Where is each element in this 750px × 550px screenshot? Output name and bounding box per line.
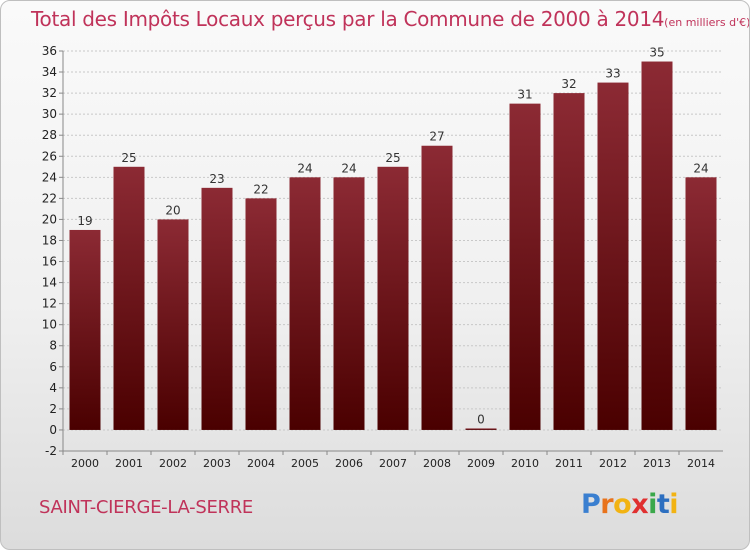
logo-letter: r	[600, 489, 614, 520]
data-label: 25	[121, 151, 136, 165]
bar-2008	[421, 145, 453, 430]
data-label: 25	[385, 151, 400, 165]
y-tick-label: 14	[42, 276, 57, 290]
y-tick-label: -2	[45, 444, 57, 458]
y-tick-label: 18	[42, 233, 57, 247]
x-tick-label: 2007	[379, 457, 407, 470]
x-tick-label: 2005	[291, 457, 319, 470]
bar-2000	[69, 229, 101, 430]
logo-letter: P	[581, 489, 601, 520]
commune-name: SAINT-CIERGE-LA-SERRE	[39, 497, 253, 518]
data-label: 24	[341, 161, 356, 175]
x-tick-label: 2009	[467, 457, 495, 470]
x-tick-label: 2014	[687, 457, 715, 470]
data-label: 27	[429, 130, 444, 144]
bar-2009	[465, 428, 497, 430]
logo-letter: i	[648, 489, 657, 520]
data-label: 33	[605, 67, 620, 81]
y-tick-label: 24	[42, 170, 57, 184]
y-tick-label: 2	[49, 402, 57, 416]
bar-2010	[509, 103, 541, 430]
bar-2005	[289, 177, 321, 430]
data-label: 23	[209, 172, 224, 186]
bars	[69, 61, 717, 430]
data-label: 24	[297, 161, 312, 175]
data-labels: 19 25 20 23 22 24 24 25 27 0 31 32 33 35 24	[77, 46, 708, 427]
y-tick-label: 8	[49, 339, 57, 353]
bar-2012	[597, 82, 629, 430]
y-tick-label: 16	[42, 255, 57, 269]
x-tick-label: 2006	[335, 457, 363, 470]
x-tick-label: 2008	[423, 457, 451, 470]
x-tick-label: 2011	[555, 457, 583, 470]
bar-2006	[333, 177, 365, 430]
data-label: 31	[517, 88, 532, 102]
chart-title-text: Total des Impôts Locaux perçus par la Co…	[31, 7, 665, 31]
logo-letter: x	[631, 489, 649, 520]
y-tick-label: 36	[42, 44, 57, 58]
data-label: 0	[477, 412, 485, 426]
data-label: 22	[253, 182, 268, 196]
x-tick-label: 2010	[511, 457, 539, 470]
x-tick-label: 2002	[159, 457, 187, 470]
x-tick-label: 2003	[203, 457, 231, 470]
bar-2011	[553, 93, 585, 430]
y-tick-label: 0	[49, 423, 57, 437]
data-label: 35	[649, 46, 664, 60]
x-axis: 2000 2001 2002 2003 2004 2005 2006 2007 2008 2009…	[62, 451, 715, 470]
y-tick-label: 20	[42, 212, 57, 226]
y-tick-label: 30	[42, 107, 57, 121]
bar-2007	[377, 166, 409, 430]
y-tick-label: 22	[42, 191, 57, 205]
y-tick-label: 28	[42, 128, 57, 142]
y-tick-label: 4	[49, 381, 57, 395]
chart-title: Total des Impôts Locaux perçus par la Co…	[31, 7, 750, 31]
chart-unit: (en milliers d'€)	[664, 16, 750, 29]
logo-letter: t	[656, 489, 670, 520]
bar-2001	[113, 166, 145, 430]
x-tick-label: 2001	[115, 457, 143, 470]
bar-2013	[641, 61, 673, 430]
x-tick-label: 2013	[643, 457, 671, 470]
bar-2004	[245, 198, 277, 430]
data-label: 19	[77, 214, 92, 228]
bar-2014	[685, 177, 717, 430]
data-label: 20	[165, 203, 180, 217]
data-label: 24	[693, 161, 708, 175]
x-tick-label: 2004	[247, 457, 275, 470]
data-label: 32	[561, 77, 576, 91]
logo-letter: o	[613, 489, 632, 520]
bar-2003	[201, 187, 233, 430]
y-tick-label: 26	[42, 149, 57, 163]
y-tick-label: 12	[42, 297, 57, 311]
bar-2002	[157, 219, 189, 430]
proxiti-logo: Proxiti	[581, 489, 679, 520]
x-tick-label: 2000	[71, 457, 99, 470]
y-tick-label: 34	[42, 65, 57, 79]
logo-letter: i	[669, 489, 679, 520]
y-tick-label: 10	[42, 318, 57, 332]
y-tick-label: 32	[42, 86, 57, 100]
y-tick-label: 6	[49, 360, 57, 374]
x-tick-label: 2012	[599, 457, 627, 470]
